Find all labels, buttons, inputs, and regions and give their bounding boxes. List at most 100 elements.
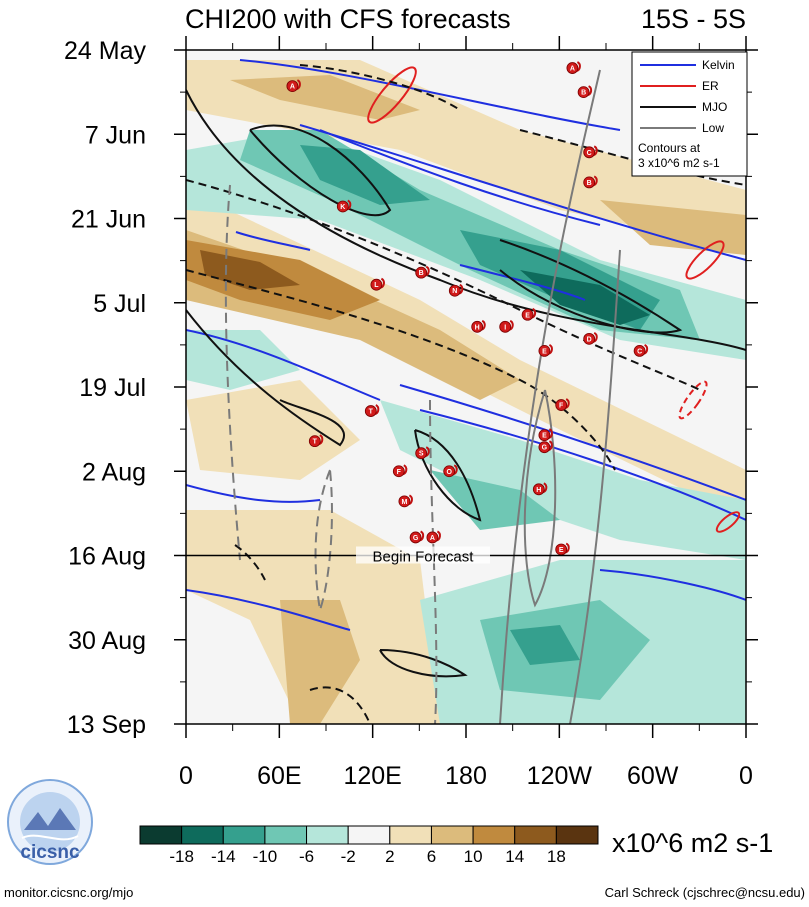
storm-marker: L — [370, 277, 385, 291]
legend-note: Contours at — [638, 141, 701, 155]
storm-marker: I — [499, 319, 514, 333]
x-tick-label: 60W — [627, 762, 679, 790]
colorbar-label: 2 — [385, 847, 394, 866]
low-contour — [224, 184, 241, 561]
svg-text:E: E — [559, 547, 564, 554]
er-contour — [678, 380, 708, 420]
low-contour — [499, 69, 601, 724]
svg-text:B: B — [419, 270, 424, 277]
low-contour — [314, 469, 333, 611]
svg-text:F: F — [397, 469, 402, 476]
svg-text:I: I — [504, 324, 506, 331]
colorbar-label: -2 — [341, 847, 356, 866]
colorbar-label: -6 — [299, 847, 314, 866]
mjo-contour — [186, 179, 701, 391]
legend-note: 3 x10^6 m2 s-1 — [638, 156, 720, 170]
storm-marker: A — [566, 61, 581, 74]
svg-text:G: G — [542, 445, 548, 452]
storm-marker: O — [443, 464, 458, 478]
svg-text:C: C — [637, 348, 642, 355]
mjo-contour — [186, 89, 746, 351]
legend-label: Kelvin — [702, 58, 735, 72]
mjo-contour — [499, 239, 683, 334]
cicsnc-logo: cicsnc — [7, 779, 93, 865]
storm-marker: H — [471, 319, 486, 333]
svg-text:T: T — [313, 439, 318, 446]
mjo-contour — [186, 309, 345, 447]
storm-marker: H — [532, 482, 548, 496]
storm-marker: B — [577, 85, 593, 99]
svg-text:H: H — [475, 324, 480, 331]
storm-marker: C — [583, 145, 598, 159]
low-contour — [429, 399, 438, 724]
kelvin-contour — [319, 129, 601, 226]
mjo-contour — [234, 544, 266, 581]
x-tick-label: 0 — [739, 762, 753, 790]
y-axis: 24 May 7 Jun 21 Jun 5 Jul 19 Jul 2 Aug 16 Aug 3… — [64, 37, 758, 739]
storm-marker: D — [583, 331, 598, 345]
legend-label: Low — [702, 121, 724, 135]
storm-marker: K — [336, 199, 352, 213]
y-tick-label: 24 May — [64, 37, 146, 65]
storm-marker: A — [286, 79, 301, 93]
colorbar-label: -18 — [169, 847, 194, 866]
colorbar-label: 18 — [547, 847, 566, 866]
colorbar-bin — [514, 825, 557, 845]
svg-text:E: E — [542, 433, 547, 440]
storm-marker: S — [415, 446, 430, 460]
svg-text:E: E — [542, 348, 547, 355]
svg-text:B: B — [587, 180, 592, 187]
colorbar-bin — [222, 825, 266, 845]
legend: Kelvin ER MJO Low Contours at 3 x10^6 m2 s-… — [631, 51, 748, 177]
svg-text:N: N — [452, 288, 457, 295]
colorbar-label: -10 — [253, 847, 278, 866]
footer-right: Carl Schreck (cjschrec@ncsu.edu) — [605, 885, 805, 900]
storm-marker: B — [583, 175, 598, 189]
x-tick-label: 60E — [257, 762, 301, 790]
x-axis: 0 60E 120E 180 120W 60W 0 — [179, 36, 753, 790]
storm-marker: B — [415, 265, 430, 279]
chart-subtitle: 15S - 5S — [641, 4, 746, 34]
kelvin-contour — [419, 409, 746, 521]
storm-marker: E — [538, 343, 553, 357]
kelvin-contour — [299, 124, 746, 261]
colorbar-units: x10^6 m2 s-1 — [612, 828, 773, 858]
logo-text: cicsnc — [20, 842, 80, 863]
kelvin-contour — [599, 569, 746, 601]
colorbar-label: 14 — [505, 847, 524, 866]
storm-marker: C — [633, 343, 649, 357]
svg-text:T: T — [369, 409, 374, 416]
svg-text:A: A — [290, 84, 295, 91]
colorbar-label: -14 — [211, 847, 236, 866]
storm-marker: E — [521, 307, 537, 321]
y-tick-label: 5 Jul — [93, 290, 146, 318]
kelvin-contour — [399, 384, 746, 501]
colorbar-bin — [389, 825, 432, 845]
mjo-contour — [379, 649, 468, 678]
y-tick-label: 2 Aug — [82, 458, 146, 486]
contours — [186, 59, 746, 724]
storm-marker: F — [392, 464, 408, 478]
mjo-contour — [309, 686, 371, 724]
colorbar-bin — [472, 825, 516, 845]
kelvin-contour — [235, 231, 311, 251]
mjo-contour — [186, 269, 616, 471]
svg-text:C: C — [587, 150, 592, 157]
svg-text:L: L — [374, 282, 379, 289]
storm-marker: G — [538, 440, 553, 454]
x-tick-label: 120E — [343, 762, 401, 790]
storm-marker: T — [308, 434, 324, 448]
svg-text:G: G — [413, 535, 419, 542]
colorbar: -18 -14 -10 -6 -2 2 6 10 14 18 — [139, 825, 599, 866]
er-contour — [685, 240, 725, 280]
svg-text:E: E — [525, 312, 530, 319]
colorbar-bin — [181, 825, 224, 845]
low-contour — [523, 389, 557, 608]
y-tick-label: 30 Aug — [68, 627, 146, 655]
y-tick-label: 21 Jun — [71, 206, 146, 234]
y-tick-label: 19 Jul — [79, 374, 146, 402]
colorbar-bin — [264, 825, 308, 845]
y-tick-label: 16 Aug — [68, 543, 146, 571]
